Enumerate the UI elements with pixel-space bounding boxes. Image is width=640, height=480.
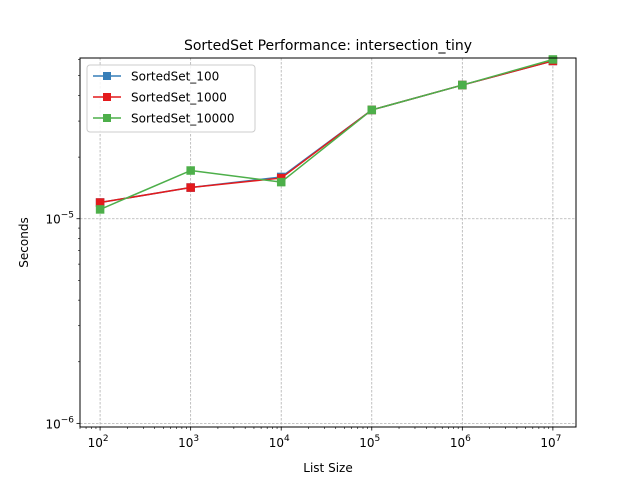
y-tick-label: 10−6	[45, 415, 74, 431]
data-point	[186, 166, 195, 175]
data-point	[95, 205, 105, 214]
x-tick-label: 105	[359, 434, 380, 450]
x-tick-label: 106	[450, 434, 471, 450]
legend-label: SortedSet_100	[131, 70, 219, 84]
legend-label: SortedSet_10000	[131, 112, 234, 126]
data-point	[186, 183, 195, 192]
x-axis-label: List Size	[303, 461, 352, 475]
series-line-sortedset-10000	[99, 58, 554, 211]
x-tick-label: 103	[178, 434, 199, 450]
data-point	[548, 55, 558, 64]
legend-label: SortedSet_1000	[131, 91, 227, 105]
y-tick-label: 10−5	[45, 211, 74, 227]
legend-marker	[103, 93, 111, 101]
x-tick-label: 104	[269, 434, 290, 450]
legend-marker	[103, 72, 111, 80]
data-point	[276, 177, 286, 187]
y-axis-label: Seconds	[17, 217, 31, 267]
data-point	[458, 80, 467, 90]
axis-ticks: 102 103 104 105 106 107 10−6 10−5	[45, 59, 561, 450]
legend-box	[86, 64, 256, 133]
legend-marker	[103, 114, 111, 122]
legend: SortedSet_100 SortedSet_1000 SortedSet_100…	[86, 64, 256, 133]
chart-title: SortedSet Performance: intersection_tiny	[184, 38, 472, 54]
x-tick-label: 107	[540, 434, 561, 450]
plot-frame	[79, 57, 577, 428]
data-point	[367, 105, 377, 115]
series-layer	[95, 55, 558, 214]
x-tick-label: 102	[88, 434, 109, 450]
